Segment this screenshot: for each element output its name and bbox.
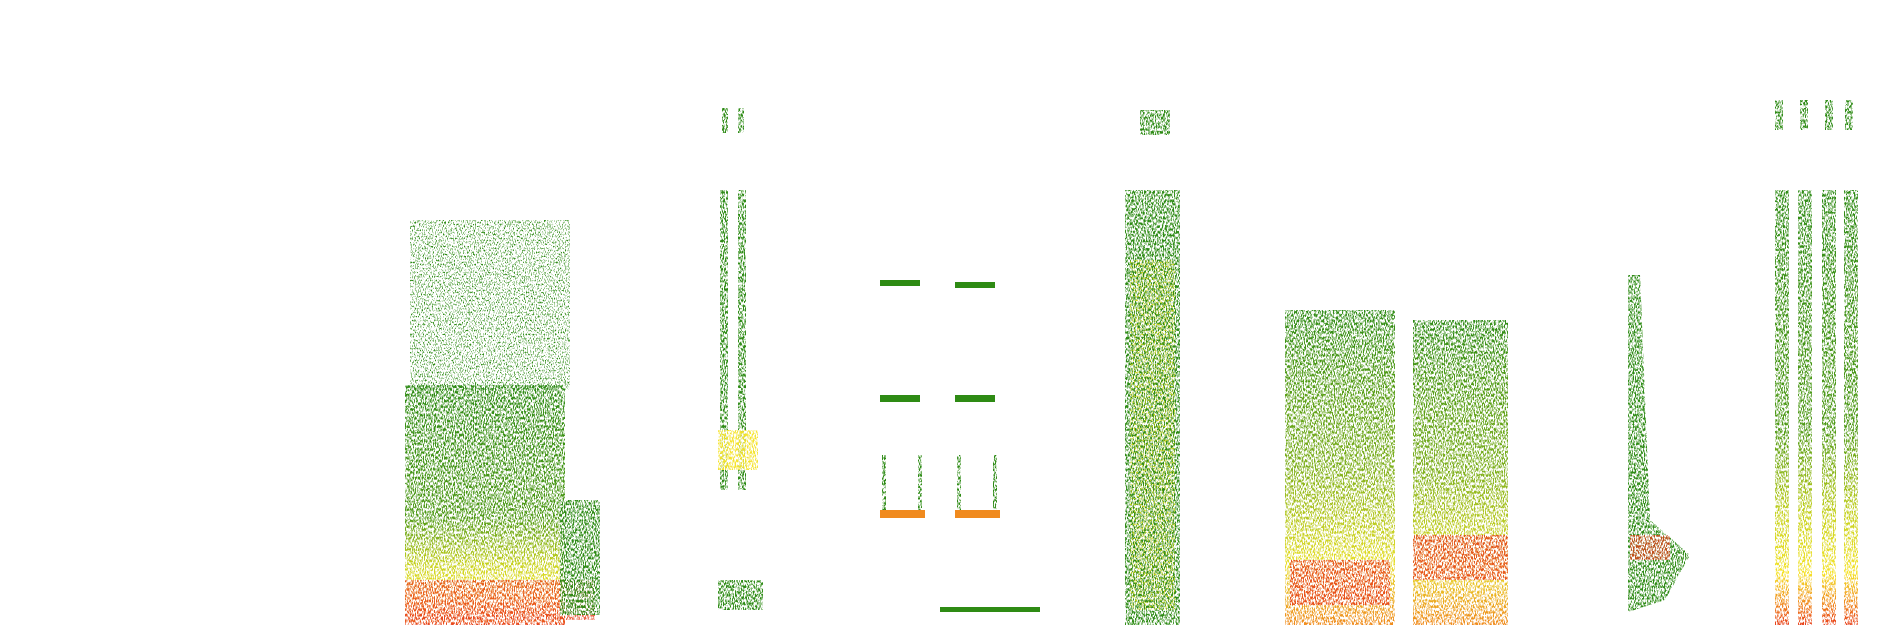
tall-broadband-column	[1125, 110, 1180, 625]
harmonic-tick-pair	[718, 108, 763, 610]
multi-pulse-train	[1775, 100, 1858, 625]
tonal-double-pulse	[880, 280, 1040, 612]
short-chirp	[1628, 275, 1690, 612]
broadband-noise-burst	[405, 220, 600, 625]
twin-broadband-blocks	[1285, 310, 1508, 625]
